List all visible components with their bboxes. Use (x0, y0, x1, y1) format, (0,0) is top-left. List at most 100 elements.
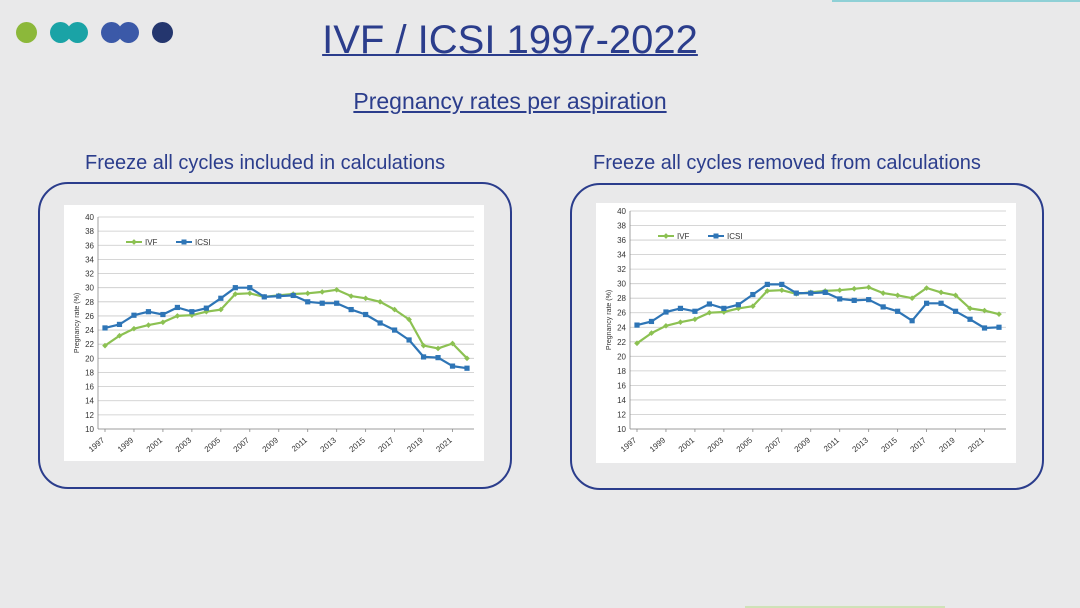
y-tick-label: 20 (85, 354, 94, 363)
data-point-ivf (160, 319, 166, 326)
data-point-icsi (866, 297, 872, 303)
y-axis-label: Pregnancy rate (%) (606, 290, 613, 350)
y-tick-label: 16 (85, 383, 94, 392)
data-point-ivf (391, 306, 398, 313)
y-tick-label: 26 (85, 312, 94, 321)
data-point-icsi (663, 309, 669, 315)
data-point-ivf (246, 290, 253, 297)
series-line-ivf (636, 286, 1000, 345)
left-line-chart: 10 12 14 16 18 20 22 24 26 28 30 32 34 36 38 40 Pregnanc… (74, 213, 474, 454)
left-chart-area: 10 12 14 16 18 20 22 24 26 28 30 32 34 36 38 40 Pregnanc… (64, 205, 484, 461)
data-point-ivf (464, 355, 470, 362)
x-tick-label: 2001 (677, 435, 697, 454)
data-point-icsi (981, 325, 988, 331)
x-tick-label: 2011 (290, 435, 309, 453)
data-point-ivf (304, 290, 311, 297)
data-point-ivf (967, 305, 973, 312)
data-point-icsi (261, 294, 267, 300)
data-point-icsi (449, 363, 456, 369)
slide-title: IVF / ICSI 1997-2022 (322, 18, 698, 62)
teal-dot (67, 22, 88, 43)
green-dot (16, 22, 37, 43)
x-tick-label: 2001 (145, 435, 165, 454)
data-point-icsi (203, 305, 209, 311)
y-tick-label: 32 (617, 265, 626, 274)
right-chart-panel: 10 12 14 16 18 20 22 24 26 28 30 32 34 36 38 40 Pregnanc… (570, 183, 1044, 490)
x-tick-label: 2005 (735, 435, 755, 454)
data-point-icsi (116, 321, 123, 328)
data-point-icsi (420, 354, 427, 360)
data-point-icsi (305, 299, 311, 305)
data-point-ivf (333, 286, 340, 293)
data-point-icsi (952, 308, 959, 314)
data-point-icsi (131, 312, 137, 318)
data-point-ivf (174, 313, 181, 319)
data-point-icsi (435, 355, 441, 361)
bottom-accent-line (745, 606, 945, 608)
data-point-ivf (131, 325, 137, 332)
y-tick-label: 24 (85, 326, 94, 335)
x-tick-label: 2021 (434, 435, 454, 454)
y-tick-label: 40 (85, 213, 94, 222)
x-tick-label: 2003 (174, 435, 194, 454)
y-tick-label: 24 (617, 323, 626, 332)
right-line-chart: 10 12 14 16 18 20 22 24 26 28 30 32 34 36 38 40 Pregnanc… (606, 207, 1006, 454)
y-tick-label: 18 (85, 368, 94, 377)
y-tick-label: 30 (85, 284, 94, 293)
x-tick-label: 2019 (405, 435, 425, 454)
data-point-icsi (837, 296, 843, 302)
right-chart-area: 10 12 14 16 18 20 22 24 26 28 30 32 34 36 38 40 Pregnanc… (596, 203, 1016, 463)
data-point-ivf (648, 330, 655, 336)
legend-label-ivf: IVF (145, 238, 158, 247)
data-point-icsi (677, 305, 684, 311)
data-point-ivf (938, 289, 944, 296)
data-point-icsi (895, 308, 901, 314)
left-chart-caption: Freeze all cycles included in calculatio… (85, 152, 446, 174)
data-point-icsi (464, 365, 470, 371)
legend-marker (131, 239, 137, 245)
data-point-ivf (677, 319, 684, 326)
y-tick-label: 22 (85, 340, 94, 349)
y-tick-label: 28 (617, 294, 626, 303)
data-point-icsi (232, 285, 238, 291)
y-tick-label: 10 (85, 425, 94, 434)
legend-marker (181, 239, 187, 245)
data-point-icsi (750, 291, 756, 298)
y-tick-label: 14 (85, 397, 94, 406)
data-point-icsi (909, 318, 915, 324)
data-point-ivf (851, 285, 858, 292)
x-tick-label: 2009 (793, 435, 813, 454)
data-point-icsi (189, 309, 195, 315)
y-tick-label: 40 (617, 207, 626, 216)
x-tick-label: 1997 (619, 435, 639, 454)
y-tick-label: 26 (617, 309, 626, 318)
data-point-icsi (634, 322, 640, 328)
x-tick-label: 2013 (851, 435, 871, 454)
y-tick-label: 34 (85, 255, 94, 264)
legend-label-icsi: ICSI (195, 238, 211, 247)
legend-label-icsi: ICSI (727, 232, 743, 241)
data-point-icsi (996, 324, 1002, 330)
data-point-icsi (319, 300, 325, 306)
data-point-ivf (218, 306, 224, 313)
x-tick-label: 2015 (880, 435, 900, 454)
data-point-ivf (420, 342, 427, 349)
data-point-ivf (116, 332, 123, 339)
data-point-icsi (967, 316, 973, 322)
y-tick-label: 30 (617, 280, 626, 289)
data-point-icsi (793, 290, 799, 296)
data-point-icsi (334, 300, 340, 306)
data-point-ivf (319, 289, 326, 295)
data-point-ivf (865, 284, 872, 291)
data-point-icsi (735, 302, 741, 308)
navy-dot (152, 22, 173, 43)
data-point-ivf (377, 298, 383, 305)
x-tick-label: 2021 (966, 435, 986, 454)
x-tick-label: 2015 (348, 435, 368, 454)
y-tick-label: 12 (85, 411, 94, 420)
data-point-ivf (692, 316, 698, 323)
data-point-icsi (721, 305, 727, 311)
data-point-icsi (276, 293, 282, 299)
data-point-ivf (102, 342, 108, 349)
data-point-icsi (392, 327, 398, 333)
